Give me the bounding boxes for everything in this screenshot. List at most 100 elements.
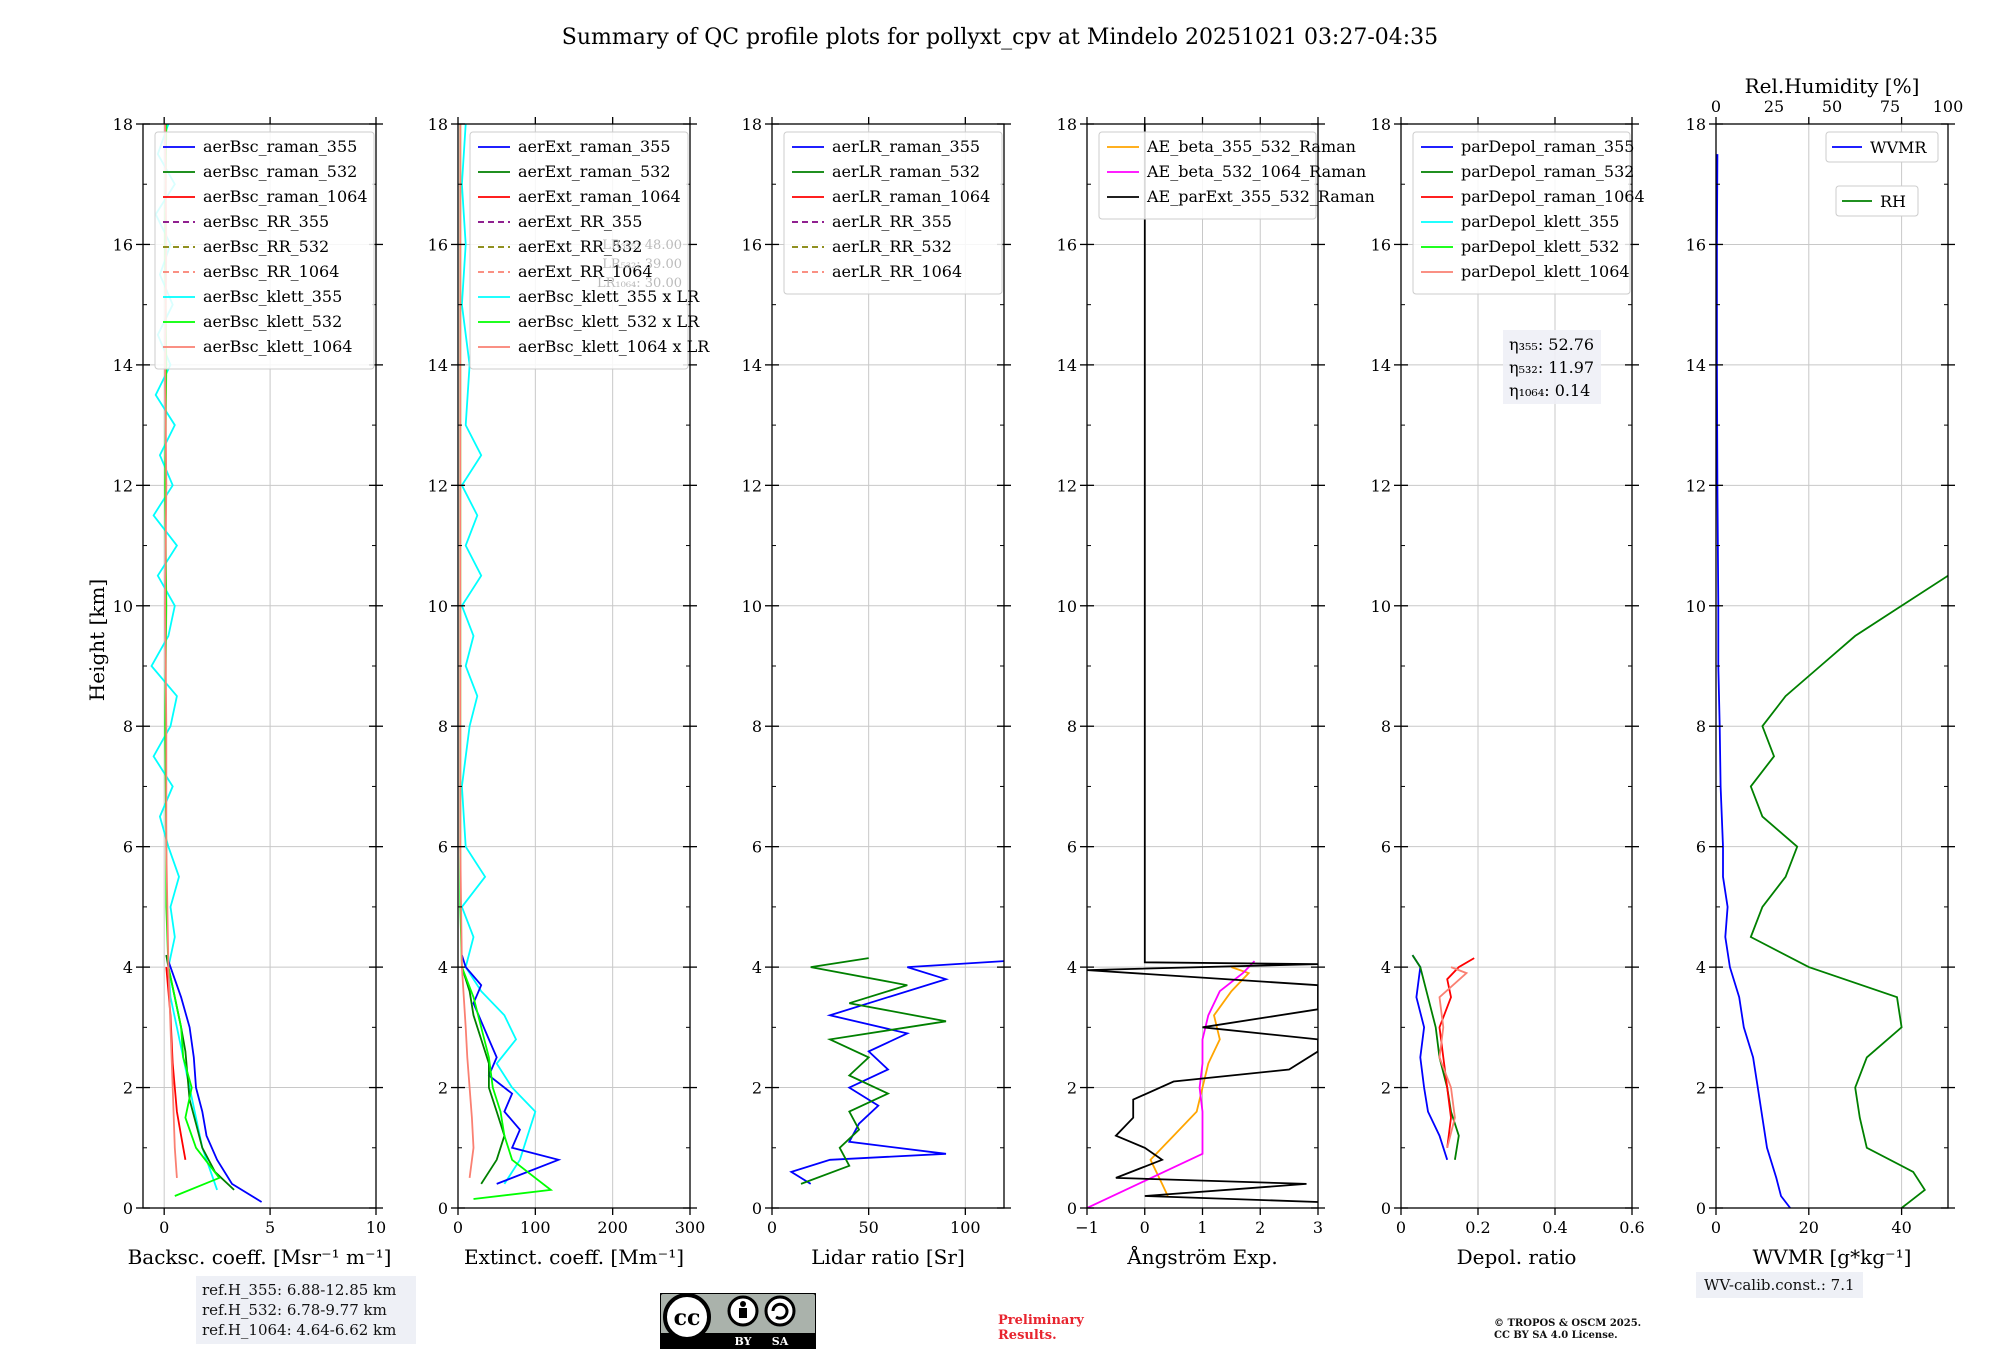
series-parDepol_raman_1064 bbox=[1438, 957, 1475, 1148]
cc-sa-icon bbox=[764, 1295, 796, 1327]
y-tick-label: 12 bbox=[428, 476, 448, 495]
top-tick-label: 100 bbox=[1933, 97, 1964, 116]
copyright-line-1: © TROPOS & OSCM 2025. bbox=[1494, 1318, 1642, 1329]
y-tick-label: 18 bbox=[428, 115, 448, 134]
x-axis-label: Lidar ratio [Sr] bbox=[811, 1245, 965, 1269]
x-tick-label: 0.6 bbox=[1619, 1218, 1644, 1237]
x-tick-label: −1 bbox=[1075, 1218, 1099, 1237]
x-tick-label: 0 bbox=[1396, 1218, 1406, 1237]
y-tick-label: 18 bbox=[113, 115, 133, 134]
x-tick-label: 0.4 bbox=[1542, 1218, 1567, 1237]
legend-entry: WVMR bbox=[1870, 138, 1927, 157]
y-tick-label: 8 bbox=[1381, 717, 1391, 736]
y-tick-label: 18 bbox=[742, 115, 762, 134]
legend-entry: aerBsc_klett_532 x LR bbox=[518, 312, 700, 331]
series-RH bbox=[1749, 574, 1948, 1208]
x-tick-label: 0 bbox=[453, 1218, 463, 1237]
top-axis-label: Rel.Humidity [%] bbox=[1745, 74, 1920, 98]
wv-calibration-box: WV-calib.const.: 7.1 bbox=[1696, 1272, 1863, 1298]
y-tick-label: 4 bbox=[1067, 958, 1077, 977]
legend-box bbox=[1412, 131, 1631, 295]
legend-box bbox=[469, 131, 689, 370]
series-aerExt_raman_532 bbox=[461, 966, 506, 1185]
reference-height-box: ref.H_355: 6.88-12.85 km ref.H_532: 6.78… bbox=[196, 1276, 416, 1344]
legend-entry: aerLR_raman_1064 bbox=[832, 187, 990, 206]
legend-entry: aerExt_raman_355 bbox=[518, 137, 671, 156]
y-tick-label: 0 bbox=[438, 1199, 448, 1218]
x-tick-label: 3 bbox=[1313, 1218, 1323, 1237]
legend-entry: parDepol_raman_1064 bbox=[1461, 187, 1645, 206]
series-aerBsc_klett_355 x LR bbox=[460, 124, 537, 1185]
series-aerExt_raman_355 bbox=[461, 954, 562, 1185]
panel-lidar_ratio: 0 2 4 6 8 10 12 14 16 18 0 50 100 Lidar ratio [Sr] aer… bbox=[742, 115, 1011, 1269]
legend-entry: aerLR_raman_532 bbox=[832, 162, 980, 181]
y-tick-label: 0 bbox=[752, 1199, 762, 1218]
y-tick-label: 6 bbox=[1696, 838, 1706, 857]
chart-panels: 0 2 4 6 8 10 12 14 16 18 0 5 10 Backsc. coeff. [Msr⁻¹… bbox=[113, 74, 1964, 1269]
x-axis-label: Backsc. coeff. [Msr⁻¹ m⁻¹] bbox=[128, 1245, 392, 1269]
legend-entry: aerBsc_RR_1064 bbox=[203, 262, 339, 281]
ref-h-355: ref.H_355: 6.88-12.85 km bbox=[202, 1281, 397, 1299]
x-tick-label: 200 bbox=[597, 1218, 628, 1237]
y-tick-label: 14 bbox=[742, 356, 762, 375]
y-tick-label: 0 bbox=[1067, 1199, 1077, 1218]
legend-depol: parDepol_raman_355 parDepol_raman_532 parD… bbox=[1412, 131, 1645, 295]
top-tick-label: 50 bbox=[1822, 97, 1842, 116]
legend-rh: RH bbox=[1835, 185, 1919, 217]
y-tick-label: 12 bbox=[1686, 476, 1706, 495]
y-tick-label: 4 bbox=[1381, 958, 1391, 977]
legend-entry: aerLR_RR_532 bbox=[832, 237, 952, 256]
y-tick-label: 10 bbox=[113, 597, 133, 616]
x-tick-label: 0 bbox=[1711, 1218, 1721, 1237]
legend-entry: aerBsc_raman_355 bbox=[203, 137, 357, 156]
y-tick-label: 2 bbox=[123, 1079, 133, 1098]
y-tick-label: 8 bbox=[123, 717, 133, 736]
y-tick-label: 10 bbox=[1686, 597, 1706, 616]
y-tick-label: 8 bbox=[438, 717, 448, 736]
panel-wvmr: 0 2 4 6 8 10 12 14 16 18 0 20 40 WVMR [g*kg⁻¹] 0 25 50 75… bbox=[1686, 74, 1964, 1269]
y-tick-label: 12 bbox=[113, 476, 133, 495]
y-tick-label: 14 bbox=[1057, 356, 1077, 375]
legend-entry: aerExt_RR_1064 bbox=[518, 262, 653, 281]
x-tick-label: 5 bbox=[265, 1218, 275, 1237]
y-tick-label: 18 bbox=[1686, 115, 1706, 134]
y-tick-label: 16 bbox=[428, 235, 448, 254]
y-tick-label: 2 bbox=[438, 1079, 448, 1098]
x-tick-label: 50 bbox=[858, 1218, 878, 1237]
panel-depol: 0 2 4 6 8 10 12 14 16 18 0 0.2 0.4 0.6 Depol. ratio par… bbox=[1371, 115, 1645, 1269]
legend-entry: aerBsc_klett_1064 x LR bbox=[518, 337, 710, 356]
x-tick-label: 0 bbox=[159, 1218, 169, 1237]
legend-backscatter: aerBsc_raman_355 aerBsc_raman_532 aerBsc_r… bbox=[154, 131, 375, 370]
series-aerBsc_raman_355 bbox=[165, 954, 263, 1203]
legend-entry: AE_beta_532_1064_Raman bbox=[1146, 162, 1366, 181]
series-parDepol_klett_1064 bbox=[1438, 966, 1469, 1149]
top-tick-label: 75 bbox=[1880, 97, 1900, 116]
y-tick-label: 16 bbox=[1371, 235, 1391, 254]
series-aerLR_raman_355 bbox=[789, 960, 1004, 1185]
legend-box bbox=[154, 131, 375, 370]
cc-icon bbox=[663, 1293, 711, 1341]
legend-entry: parDepol_raman_532 bbox=[1461, 162, 1634, 181]
y-tick-label: 10 bbox=[1371, 597, 1391, 616]
legend-box bbox=[783, 131, 1003, 295]
legend-entry: aerLR_RR_355 bbox=[832, 212, 952, 231]
eta-note: η₃₅₅: 52.76 bbox=[1509, 335, 1594, 354]
y-tick-label: 0 bbox=[1381, 1199, 1391, 1218]
legend-extinction: aerExt_raman_355 aerExt_raman_532 aerExt_r… bbox=[469, 131, 710, 370]
legend-entry: aerExt_raman_1064 bbox=[518, 187, 681, 206]
x-tick-label: 40 bbox=[1891, 1218, 1911, 1237]
series-AE_parExt_355_532_Raman bbox=[1087, 124, 1318, 1203]
lidar-ratio-note: LR₅₃₂: 39.00 bbox=[602, 257, 682, 272]
series-aerBsc_klett_1064 x LR bbox=[459, 124, 475, 1179]
x-tick-label: 0 bbox=[1140, 1218, 1150, 1237]
y-tick-label: 2 bbox=[1696, 1079, 1706, 1098]
legend-entry: parDepol_klett_1064 bbox=[1461, 262, 1630, 281]
copyright-line-2: CC BY SA 4.0 License. bbox=[1494, 1330, 1618, 1341]
y-tick-label: 14 bbox=[1686, 356, 1706, 375]
y-tick-label: 4 bbox=[123, 958, 133, 977]
x-tick-label: 0 bbox=[767, 1218, 777, 1237]
legend-entry: AE_beta_355_532_Raman bbox=[1146, 137, 1356, 156]
y-tick-label: 18 bbox=[1057, 115, 1077, 134]
